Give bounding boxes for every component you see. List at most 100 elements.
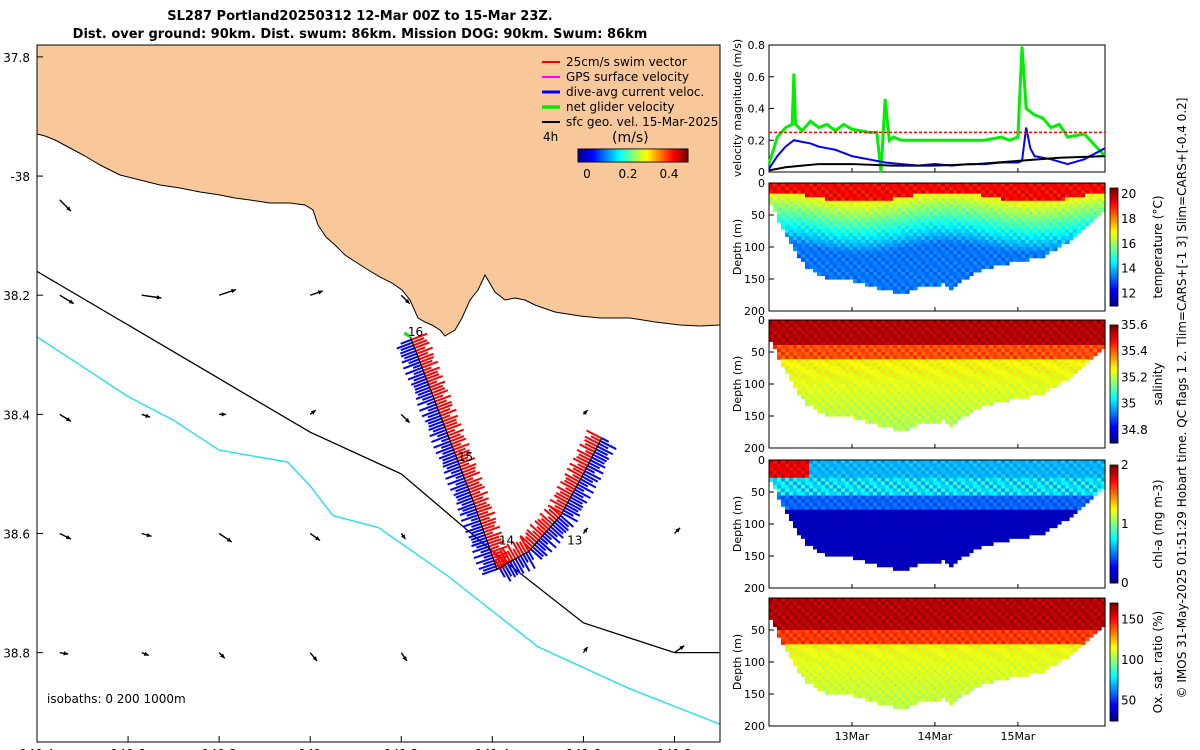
section-cell: [809, 495, 814, 500]
section-cell: [829, 499, 834, 504]
section-cell: [893, 289, 898, 294]
section-cell: [797, 229, 802, 234]
section-cell: [909, 186, 914, 191]
section-cell: [837, 481, 842, 486]
section-cell: [957, 352, 962, 357]
section-cell: [853, 183, 858, 188]
section-cell: [833, 520, 838, 525]
section-cell: [845, 369, 850, 374]
section-cell: [837, 229, 842, 234]
section-cell: [897, 264, 902, 269]
section-cell: [833, 236, 838, 241]
section-cell: [893, 250, 898, 255]
section-cell: [801, 320, 806, 325]
section-cell: [845, 391, 850, 396]
section-cell: [1021, 355, 1026, 360]
section-cell: [829, 531, 834, 536]
dive-avg-current-vector: [447, 477, 465, 486]
section-cell: [849, 200, 854, 205]
section-cell: [849, 344, 854, 350]
section-cell: [949, 369, 954, 374]
section-cell: [801, 524, 806, 529]
section-cell: [825, 373, 830, 378]
section-cell: [809, 341, 814, 346]
swim-vector: [549, 498, 566, 509]
section-cell: [889, 419, 894, 424]
section-cell: [833, 204, 838, 209]
section-colorbar-cell: [1110, 229, 1118, 233]
section-cell: [977, 239, 982, 245]
section-cell: [1013, 376, 1018, 382]
section-cell: [977, 330, 982, 335]
section-cell: [925, 337, 930, 342]
section-cell: [829, 330, 834, 335]
section-cell: [949, 282, 954, 287]
section-cell: [905, 412, 910, 417]
section-cell: [909, 344, 914, 350]
section-cell: [981, 197, 986, 202]
section-cell: [913, 416, 918, 421]
section-cell: [969, 200, 974, 205]
section-cell: [793, 236, 798, 241]
section-cell: [933, 250, 938, 255]
speed-colorbar-cell: [652, 149, 655, 162]
section-cell: [801, 391, 806, 396]
section-cell: [809, 225, 814, 230]
section-cell: [893, 416, 898, 421]
section-cell: [853, 467, 858, 472]
dive-avg-current-vector: [428, 423, 445, 431]
section-cell: [961, 373, 966, 378]
section-cell: [1061, 355, 1066, 360]
section-cell: [869, 376, 874, 382]
section-cell: [941, 330, 946, 335]
swim-vector: [548, 508, 560, 519]
section-cell: [885, 204, 890, 209]
section-cell: [965, 341, 970, 346]
section-cell: [953, 257, 958, 262]
section-cell: [833, 200, 838, 205]
section-cell: [917, 225, 922, 230]
section-cell: [837, 412, 842, 417]
section-cell: [901, 261, 906, 266]
section-cell: [901, 384, 906, 389]
section-cell: [833, 330, 838, 335]
section-cell: [825, 541, 830, 546]
section-cell: [801, 463, 806, 468]
section-cell: [809, 384, 814, 389]
dive-avg-current-vector: [417, 397, 435, 407]
section-cell: [897, 286, 902, 291]
section-cell: [973, 186, 978, 191]
legend-interval-label: 4h: [543, 130, 558, 144]
section-cell: [833, 264, 838, 269]
section-cell: [977, 236, 982, 241]
section-cell: [825, 257, 830, 262]
section-cell: [865, 376, 870, 382]
swim-vector: [447, 428, 465, 437]
section-cell: [909, 373, 914, 378]
section-cell: [833, 499, 838, 504]
section-cell: [813, 467, 818, 472]
dive-avg-current-vector: [585, 467, 596, 474]
section-cell: [857, 481, 862, 486]
section-cell: [1049, 225, 1054, 230]
section-cell: [845, 545, 850, 550]
section-cell: [805, 337, 810, 342]
section-cell: [881, 391, 886, 396]
section-cell: [833, 197, 838, 202]
section-cell: [857, 548, 862, 554]
section-colorbar-cell: [1110, 428, 1118, 432]
section-cell: [949, 366, 954, 371]
section-cell: [985, 337, 990, 342]
section-cell: [881, 190, 886, 195]
section-cell: [869, 200, 874, 205]
section-cell: [1081, 362, 1086, 367]
section-cell: [1069, 334, 1074, 339]
section-cell: [797, 467, 802, 472]
section-cell: [841, 509, 846, 514]
swim-vector: [480, 517, 497, 525]
section-cell: [949, 401, 954, 406]
section-cell: [841, 352, 846, 357]
dive-avg-current-vector: [426, 400, 436, 406]
section-colorbar-cell: [1110, 372, 1118, 376]
section-cell: [1097, 320, 1102, 325]
